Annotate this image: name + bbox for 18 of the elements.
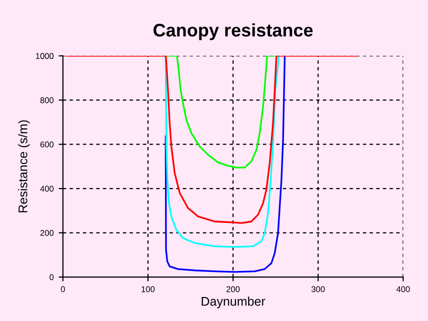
y-tick-label: 1000 xyxy=(36,53,54,59)
line-series xyxy=(164,56,286,273)
y-axis-title: Resistance (s/m) xyxy=(18,120,30,212)
x-tick-label: 200 xyxy=(226,286,240,292)
x-tick-label: 100 xyxy=(142,286,155,292)
y-tick-label: 200 xyxy=(40,230,54,236)
y-tick-label: 0 xyxy=(50,274,54,280)
y-tick-label: 600 xyxy=(40,142,54,148)
chart-title: Canopy resistance xyxy=(154,23,313,40)
line-series xyxy=(66,56,358,224)
x-tick-label: 0 xyxy=(60,286,65,292)
x-axis-title: Daynumber xyxy=(202,296,266,308)
x-tick-label: 300 xyxy=(311,286,325,292)
y-tick-label: 800 xyxy=(40,97,54,104)
x-tick-label: 400 xyxy=(396,286,410,292)
line-series xyxy=(165,56,278,168)
line-series xyxy=(164,56,280,248)
y-tick-label: 400 xyxy=(40,186,54,192)
